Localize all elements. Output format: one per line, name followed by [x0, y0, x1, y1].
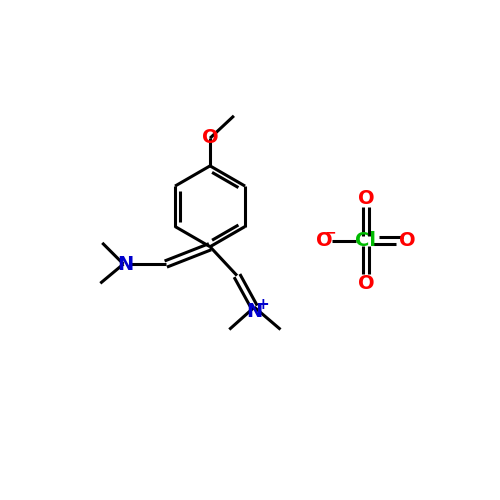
Text: −: −: [324, 226, 336, 239]
Text: O: O: [399, 232, 416, 250]
Text: Cl: Cl: [356, 232, 376, 250]
Text: O: O: [316, 232, 333, 250]
Text: +: +: [256, 298, 269, 312]
Text: N: N: [246, 302, 262, 320]
Text: O: O: [358, 274, 374, 293]
Text: N: N: [117, 254, 134, 274]
Text: O: O: [202, 128, 218, 147]
Text: O: O: [358, 188, 374, 208]
